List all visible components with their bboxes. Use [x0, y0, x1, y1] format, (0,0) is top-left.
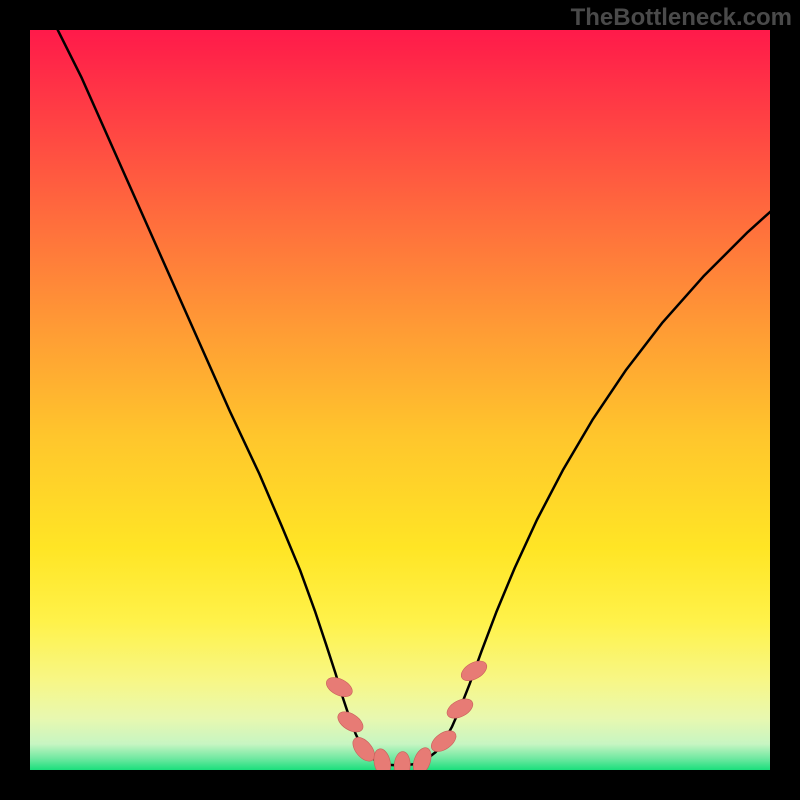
watermark-label: TheBottleneck.com: [571, 4, 792, 32]
bottleneck-curve-chart: [30, 30, 770, 770]
gradient-background: [30, 30, 770, 770]
chart-stage: TheBottleneck.com: [0, 0, 800, 800]
